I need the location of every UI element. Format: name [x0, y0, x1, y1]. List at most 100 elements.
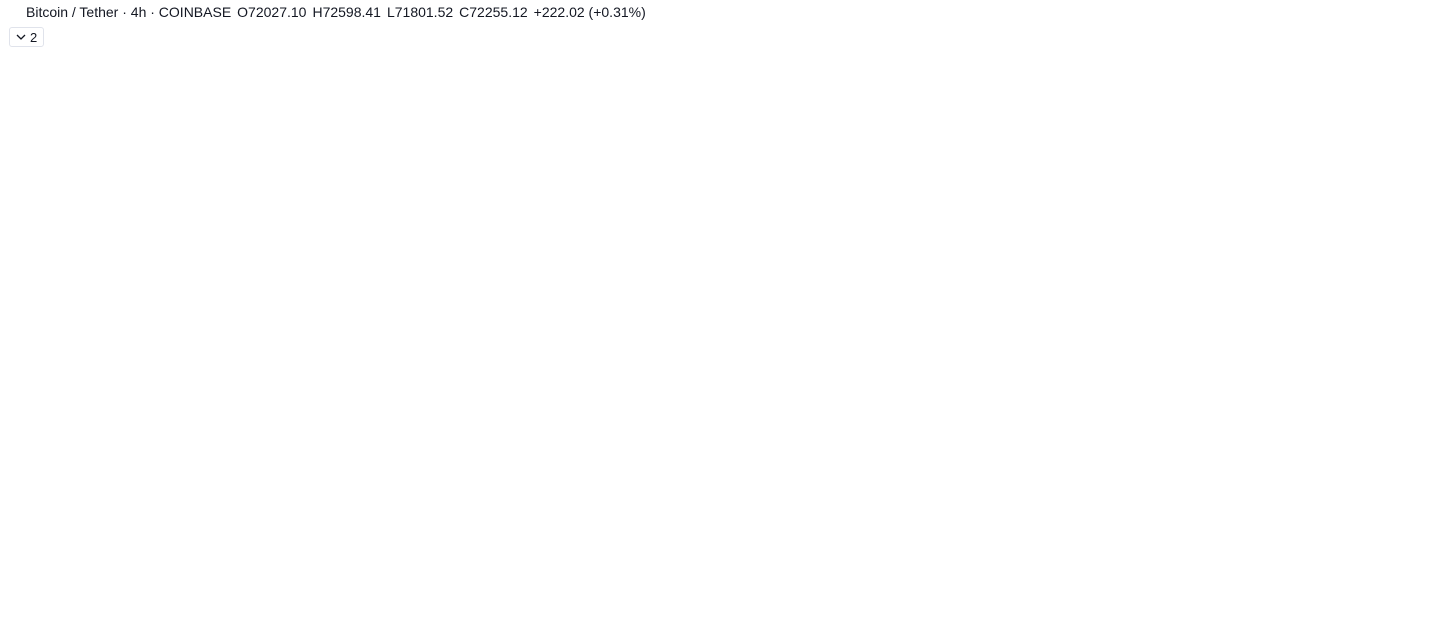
change-value: +222.02 (+0.31%) — [533, 4, 646, 20]
indicator-count: 2 — [30, 29, 38, 45]
candle-body — [588, 359, 597, 370]
y-tick-label: 61000.00 — [1405, 393, 1449, 405]
brand-name: TradingView — [46, 585, 170, 608]
candle-body — [848, 216, 856, 242]
candle-body — [709, 261, 717, 297]
candle — [422, 478, 430, 524]
candle — [487, 329, 495, 363]
candle-body — [561, 359, 569, 391]
candle — [394, 505, 402, 543]
candle — [1005, 170, 1014, 184]
candle — [505, 341, 513, 412]
candle-body — [524, 389, 532, 397]
x-tick-label: 26 — [290, 623, 302, 635]
chevron — [1438, 11, 1446, 16]
open-value: O72027.10 — [237, 4, 307, 20]
candle — [783, 216, 791, 457]
candle-body — [616, 368, 625, 373]
settings-icon[interactable] — [1419, 621, 1433, 635]
candle — [496, 326, 504, 351]
candle-body — [644, 371, 652, 385]
candle-body — [894, 197, 903, 202]
candle — [366, 542, 374, 570]
candle — [607, 368, 615, 381]
candle — [385, 520, 393, 552]
candle — [524, 380, 532, 403]
candle — [338, 593, 347, 615]
settings-icon-center — [1423, 625, 1429, 631]
y-tick-label: 60000.00 — [1405, 423, 1449, 435]
candle — [1080, 155, 1088, 214]
candle-body — [996, 176, 1005, 181]
candle-body — [1080, 158, 1088, 175]
close-value: C72255.12 — [459, 4, 528, 20]
candle — [922, 204, 930, 223]
candle-body — [839, 216, 847, 239]
x-tick-label: 13:30 — [199, 623, 227, 635]
candle-body — [1117, 56, 1125, 65]
candle-body — [922, 210, 930, 220]
x-tick-label: 13 — [1180, 623, 1192, 635]
candle-body — [1052, 137, 1060, 151]
candle-body — [403, 511, 411, 522]
candle — [403, 502, 411, 527]
candle-body — [904, 197, 912, 214]
high-value: H72598.41 — [312, 4, 381, 20]
candle — [848, 207, 856, 247]
candle — [542, 365, 550, 390]
candle-body — [876, 210, 884, 233]
candle — [866, 228, 875, 254]
y-tick-label: 56000.00 — [1405, 545, 1449, 557]
candle-body — [468, 356, 476, 382]
indicator-toggle[interactable]: 2 — [9, 27, 45, 47]
candle-body — [496, 340, 504, 348]
candle — [829, 198, 838, 272]
candle-body — [755, 179, 764, 233]
x-tick-label: 8 — [905, 623, 911, 635]
candle — [1089, 91, 1097, 174]
candle-body — [607, 371, 615, 376]
candle — [718, 222, 727, 266]
x-tick-label: 15 — [1291, 623, 1303, 635]
legend-header: Bitcoin / Tether · 4h · COINBASE O72027.… — [26, 4, 646, 20]
candle — [690, 313, 699, 345]
candle-body — [1107, 61, 1116, 81]
y-tick-label: 66000.00 — [1405, 241, 1449, 253]
candle — [839, 210, 847, 247]
candle — [672, 347, 680, 369]
candle-body — [422, 480, 430, 522]
candle — [551, 359, 560, 393]
symbol[interactable]: Bitcoin / Tether · 4h · COINBASE — [26, 4, 232, 20]
candle-body — [542, 368, 550, 385]
y-tick-label: 59000.00 — [1405, 454, 1449, 466]
last-price-tag — [1398, 48, 1452, 77]
candle-body — [931, 194, 940, 211]
candle-body — [1033, 143, 1042, 154]
y-tick-label: 73000.00 — [1405, 28, 1449, 40]
currency-selector[interactable] — [1400, 2, 1452, 26]
candle — [561, 356, 569, 393]
candle-body — [978, 176, 986, 181]
candle — [588, 353, 597, 372]
candle-body — [737, 179, 745, 187]
candle — [477, 319, 486, 390]
candle — [431, 453, 439, 485]
candle — [774, 155, 782, 232]
candle-body — [663, 362, 671, 376]
x-tick-label: 13:30 — [588, 623, 616, 635]
candle — [375, 532, 384, 561]
x-tick-label: 13:30 — [977, 623, 1005, 635]
candle-body — [459, 356, 467, 400]
candle — [709, 253, 717, 302]
candle-body — [802, 313, 810, 330]
y-tick-label: 62000.00 — [1405, 362, 1449, 374]
lightning — [1118, 597, 1125, 609]
candle — [885, 195, 893, 217]
candle-body — [626, 368, 634, 376]
candle-body — [653, 374, 662, 385]
y-tick-label: 67000.00 — [1405, 210, 1449, 222]
candle-body — [913, 213, 921, 220]
alert-icon[interactable] — [1111, 593, 1131, 613]
candle-body — [570, 356, 578, 360]
